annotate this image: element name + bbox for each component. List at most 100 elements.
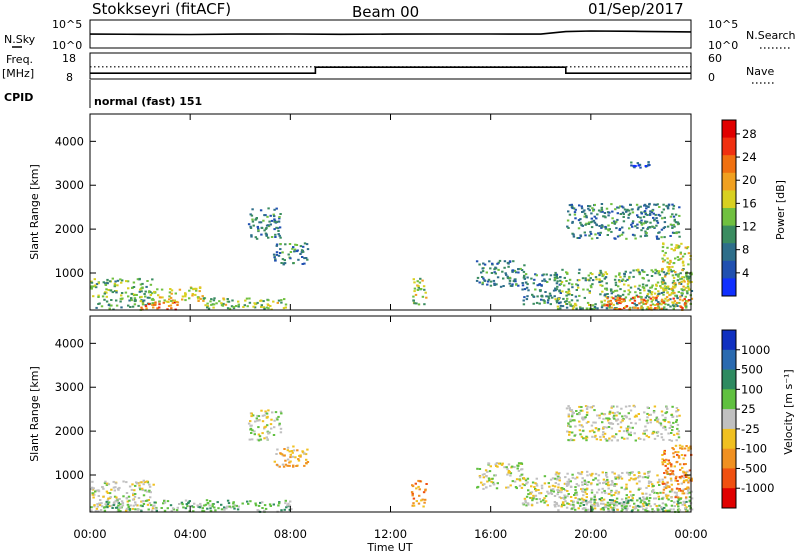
- data-cell: [624, 296, 628, 299]
- data-cell: [576, 500, 579, 503]
- data-cell: [645, 497, 649, 500]
- data-cell: [306, 248, 310, 251]
- data-cell: [284, 243, 287, 246]
- data-cell: [632, 478, 635, 481]
- data-cell: [583, 231, 586, 234]
- data-cell: [675, 491, 678, 494]
- data-cell: [564, 500, 567, 503]
- data-cell: [594, 477, 597, 480]
- data-cell: [654, 304, 657, 306]
- data-cell: [567, 413, 570, 416]
- data-cell: [542, 499, 545, 502]
- data-cell: [573, 211, 577, 214]
- data-cell: [600, 224, 604, 227]
- data-cell: [571, 419, 574, 422]
- data-cell: [687, 481, 690, 484]
- data-cell: [135, 294, 138, 296]
- data-cell: [677, 231, 681, 234]
- data-cell: [146, 503, 150, 506]
- data-cell: [140, 295, 143, 298]
- data-cell: [647, 279, 650, 282]
- data-cell: [106, 503, 110, 506]
- data-cell: [505, 273, 508, 276]
- data-cell: [288, 450, 291, 453]
- data-cell: [590, 237, 594, 240]
- data-cell: [685, 272, 688, 275]
- data-cell: [283, 508, 286, 511]
- data-cell: [181, 298, 184, 301]
- data-cell: [654, 213, 657, 216]
- data-cell: [572, 500, 575, 503]
- data-cell: [671, 472, 674, 475]
- data-cell: [277, 220, 281, 223]
- data-cell: [250, 424, 253, 427]
- data-cell: [481, 473, 485, 476]
- data-cell: [668, 509, 671, 512]
- data-cell: [209, 300, 212, 303]
- data-cell: [607, 228, 610, 231]
- data-cell: [567, 415, 570, 418]
- data-cell: [584, 223, 587, 226]
- colorbar-swatch: [722, 243, 736, 262]
- data-cell: [198, 287, 202, 289]
- data-cell: [117, 488, 120, 491]
- data-cell: [666, 225, 670, 228]
- data-cell: [633, 296, 637, 299]
- data-cell: [641, 492, 644, 495]
- data-cell: [593, 221, 597, 224]
- data-cell: [276, 301, 279, 304]
- data-cell: [601, 433, 605, 436]
- data-cell: [305, 243, 309, 246]
- data-cell: [674, 283, 677, 286]
- data-cell: [690, 290, 694, 292]
- data-cell: [526, 502, 530, 505]
- data-cell: [629, 409, 633, 412]
- data-cell: [628, 308, 631, 311]
- data-cell: [634, 422, 637, 425]
- data-cell: [643, 270, 646, 273]
- data-cell: [662, 287, 665, 290]
- data-cell: [263, 427, 266, 430]
- data-cell: [655, 505, 658, 507]
- data-cell: [623, 437, 626, 440]
- data-cell: [677, 291, 680, 293]
- data-cell: [280, 301, 283, 304]
- data-cell: [623, 506, 627, 509]
- data-cell: [679, 305, 682, 308]
- data-cell: [128, 508, 131, 511]
- data-cell: [566, 225, 569, 228]
- data-cell: [115, 290, 118, 292]
- data-cell: [687, 287, 690, 290]
- data-cell: [616, 418, 620, 421]
- data-cell: [166, 500, 170, 503]
- data-cell: [575, 493, 579, 496]
- data-cell: [593, 436, 597, 439]
- data-cell: [638, 418, 641, 421]
- data-cell: [601, 304, 604, 307]
- data-cell: [618, 308, 621, 311]
- data-cell: [490, 480, 493, 483]
- data-cell: [634, 439, 637, 442]
- data-cell: [258, 435, 262, 438]
- data-cell: [623, 307, 626, 309]
- data-cell: [653, 203, 656, 206]
- data-cell: [210, 303, 213, 306]
- data-cell: [304, 453, 308, 456]
- data-cell: [631, 233, 635, 236]
- data-cell: [667, 269, 670, 272]
- data-cell: [671, 213, 674, 216]
- data-cell: [199, 502, 202, 505]
- freq-right-tick-bottom: 0: [708, 71, 715, 84]
- data-cell: [597, 232, 600, 235]
- data-cell: [173, 301, 177, 304]
- data-cell: [662, 271, 666, 274]
- data-cell: [90, 281, 94, 284]
- data-cell: [655, 299, 658, 302]
- data-cell: [627, 213, 631, 216]
- data-cell: [125, 492, 129, 494]
- data-cell: [670, 243, 673, 246]
- data-cell: [663, 452, 666, 455]
- data-cell: [665, 486, 668, 489]
- data-cell: [132, 286, 136, 288]
- data-cell: [552, 488, 555, 491]
